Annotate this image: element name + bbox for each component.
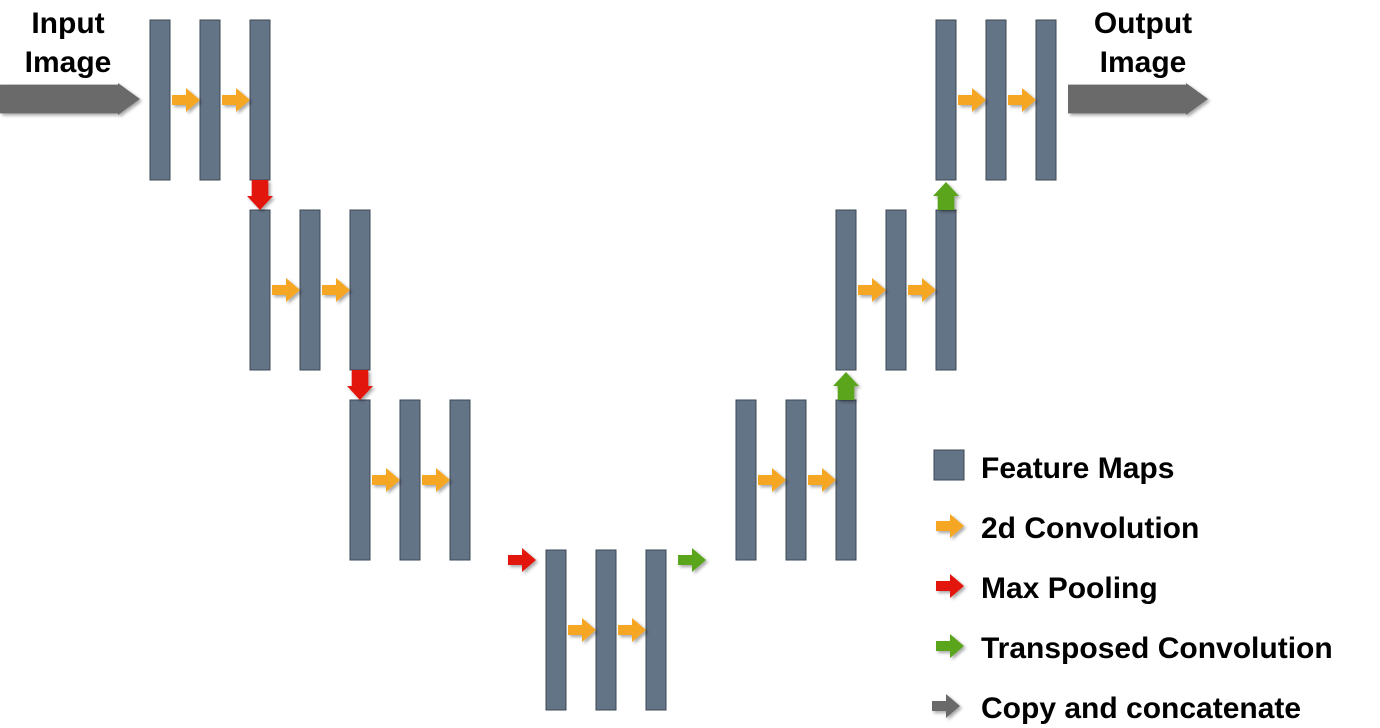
output-label-line2: Image [1100, 46, 1187, 79]
convolution-arrow [908, 278, 936, 302]
feature-map-block [449, 399, 471, 561]
feature-map-block [935, 19, 957, 181]
legend-convolution-arrow-shape [936, 514, 964, 538]
transposed-convolution-arrow [678, 548, 706, 572]
feature-map-block [249, 209, 271, 371]
legend-feature-map-swatch [933, 449, 965, 481]
legend-copy-arrow-shape [932, 694, 960, 718]
convolution-arrow [272, 278, 300, 302]
legend-transposed-convolution-arrow-icon [936, 634, 964, 658]
feature-map-block [645, 549, 667, 711]
feature-map-block [349, 399, 371, 561]
legend-max-pooling-arrow-shape [936, 574, 964, 598]
feature-maps-group [149, 19, 1057, 711]
legend-label-convolution: 2d Convolution [981, 512, 1199, 545]
max-pooling-arrow [508, 548, 536, 572]
legend-label-copy-and-concatenate: Copy and concatenate [981, 692, 1301, 725]
legend-max-pooling-arrow-icon [936, 574, 964, 598]
legend-label-transposed-convolution: Transposed Convolution [981, 632, 1333, 665]
legend-label-max-pooling: Max Pooling [981, 572, 1158, 605]
input-label-line2: Image [25, 46, 112, 79]
output-arrow [1068, 83, 1208, 115]
max-pooling-arrow [347, 370, 373, 400]
input-arrow [0, 83, 140, 115]
feature-map-block [885, 209, 907, 371]
output-label-line1: Output [1094, 7, 1192, 40]
feature-map-block [835, 209, 857, 371]
feature-map-block [349, 209, 371, 371]
feature-map-block [545, 549, 567, 711]
feature-map-block [735, 399, 757, 561]
feature-map-block [785, 399, 807, 561]
max-pooling-arrow [247, 180, 273, 210]
feature-map-block [399, 399, 421, 561]
legend-copy-arrow-icon [932, 694, 960, 718]
legend-convolution-arrow-icon [936, 514, 964, 538]
convolution-arrow [222, 88, 250, 112]
arrows-group [0, 83, 1208, 642]
transposed-convolution-arrow [833, 372, 859, 400]
transposed-convolution-arrow [933, 182, 959, 210]
convolution-arrow [858, 278, 886, 302]
convolution-arrow [958, 88, 986, 112]
convolution-arrow [422, 468, 450, 492]
convolution-arrow [618, 618, 646, 642]
feature-map-block [595, 549, 617, 711]
feature-map-block [149, 19, 171, 181]
feature-map-block [199, 19, 221, 181]
legend-transposed-convolution-arrow-shape [936, 634, 964, 658]
convolution-arrow [568, 618, 596, 642]
feature-map-block [249, 19, 271, 181]
feature-map-block [935, 209, 957, 371]
convolution-arrow [372, 468, 400, 492]
feature-map-block [985, 19, 1007, 181]
legend: Feature Maps 2d Convolution Max Pooling … [932, 449, 1333, 725]
convolution-arrow [758, 468, 786, 492]
convolution-arrow [1008, 88, 1036, 112]
feature-map-block [299, 209, 321, 371]
legend-label-feature-maps: Feature Maps [981, 452, 1174, 485]
input-label-line1: Input [31, 7, 104, 40]
convolution-arrow [322, 278, 350, 302]
feature-map-block [1035, 19, 1057, 181]
convolution-arrow [172, 88, 200, 112]
convolution-arrow [808, 468, 836, 492]
feature-map-block [835, 399, 857, 561]
